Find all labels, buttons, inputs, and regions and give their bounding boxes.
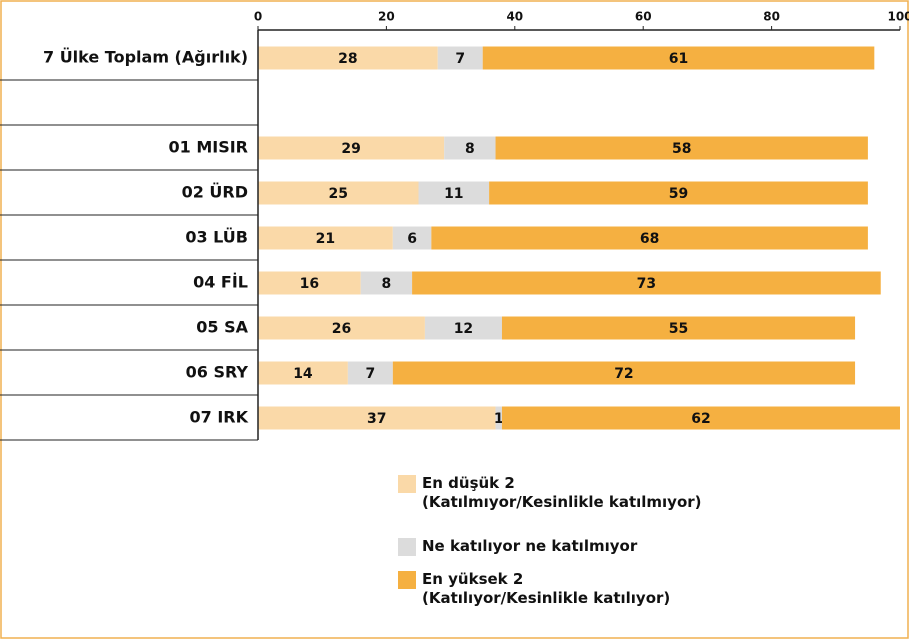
bar-segment: [258, 361, 348, 385]
bar-segment: [418, 181, 490, 205]
bar-segment: [501, 316, 856, 340]
y-tick-label: 05 SA: [196, 318, 248, 337]
data-label: 14: [293, 366, 313, 382]
bar-segment: [495, 406, 502, 430]
legend-label: Ne katılıyor ne katılmıyor: [422, 537, 638, 555]
bar-segment: [392, 361, 856, 385]
data-label: 11: [444, 186, 463, 202]
bar-segment: [258, 271, 361, 295]
x-tick-label: 100: [887, 10, 909, 24]
bar-segment: [347, 361, 393, 385]
legend-swatch: [398, 538, 416, 556]
y-tick-label: 03 LÜB: [185, 228, 248, 247]
data-label: 7: [365, 366, 375, 382]
bar-segment: [431, 226, 868, 250]
bar-segment: [489, 181, 868, 205]
data-label: 28: [338, 51, 357, 67]
legend-item: Ne katılıyor ne katılmıyor: [398, 537, 637, 556]
bar-segment: [501, 406, 900, 430]
x-tick-label: 20: [378, 10, 395, 24]
legend-item: En yüksek 2 (Katılıyor/Kesinlikle katılı…: [398, 570, 670, 608]
bar-segment: [392, 226, 432, 250]
data-label: 59: [669, 186, 688, 202]
legend-swatch: [398, 475, 416, 493]
y-tick-label: 06 SRY: [186, 363, 249, 382]
bar-segment: [444, 136, 496, 160]
data-label: 21: [316, 231, 335, 247]
y-tick-label: 07 IRK: [189, 408, 248, 427]
data-label: 58: [672, 141, 691, 157]
data-label: 72: [614, 366, 633, 382]
x-tick-label: 0: [254, 10, 262, 24]
bar-segment: [258, 316, 425, 340]
data-label: 37: [367, 411, 386, 427]
x-tick-label: 40: [506, 10, 523, 24]
data-label: 61: [669, 51, 688, 67]
bar-segment: [360, 271, 413, 295]
bar-segment: [424, 316, 502, 340]
data-label: 8: [465, 141, 475, 157]
bar-segment: [258, 136, 445, 160]
legend-label: En düşük 2 (Katılmıyor/Kesinlikle katılm…: [422, 474, 702, 511]
data-label: 62: [691, 411, 710, 427]
x-tick-label: 60: [635, 10, 652, 24]
y-tick-label: 02 ÜRD: [182, 183, 248, 202]
y-tick-label: 7 Ülke Toplam (Ağırlık): [43, 48, 248, 67]
data-label: 68: [640, 231, 659, 247]
data-label: 73: [637, 276, 656, 292]
data-label: 6: [407, 231, 417, 247]
data-label: 8: [382, 276, 392, 292]
data-label: 26: [332, 321, 351, 337]
bar-segment: [437, 46, 483, 70]
bar-segment: [258, 46, 438, 70]
bar-segment: [482, 46, 875, 70]
y-tick-label: 01 MISIR: [168, 138, 248, 157]
y-tick-label: 04 FİL: [193, 273, 248, 292]
data-label: 1: [494, 411, 504, 427]
bar-segment: [258, 181, 419, 205]
legend-label: En yüksek 2 (Katılıyor/Kesinlikle katılı…: [422, 570, 671, 607]
data-label: 16: [300, 276, 319, 292]
x-tick-label: 80: [763, 10, 780, 24]
bar-segment: [258, 226, 393, 250]
data-label: 55: [669, 321, 688, 337]
data-label: 12: [454, 321, 473, 337]
bar-segment: [258, 406, 496, 430]
bar-segment: [412, 271, 881, 295]
data-label: 7: [455, 51, 465, 67]
data-label: 25: [329, 186, 348, 202]
legend-swatch: [398, 571, 416, 589]
bar-segment: [495, 136, 868, 160]
data-label: 29: [341, 141, 360, 157]
legend-item: En düşük 2 (Katılmıyor/Kesinlikle katılm…: [398, 474, 702, 512]
